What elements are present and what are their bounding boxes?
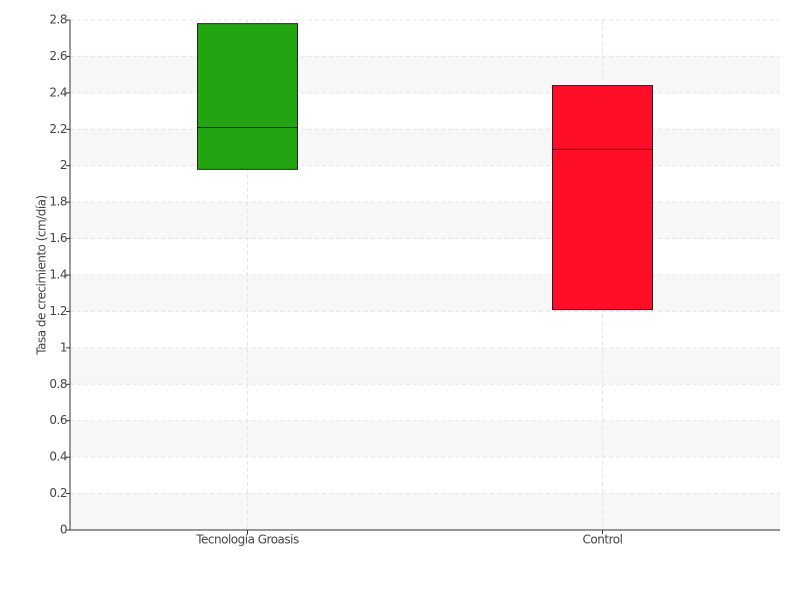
grid-band bbox=[70, 56, 780, 93]
grid-band bbox=[70, 493, 780, 530]
box bbox=[552, 85, 653, 311]
grid-band bbox=[70, 275, 780, 312]
grid-band bbox=[70, 420, 780, 458]
y-tick-label: 2.4 bbox=[49, 85, 67, 99]
y-tick-label: 0.8 bbox=[49, 377, 67, 391]
y-tick-label: 2.2 bbox=[49, 122, 67, 136]
y-tick-label: 0.6 bbox=[49, 413, 67, 427]
x-tick-label: Control bbox=[583, 533, 623, 547]
y-tick-label: 1.6 bbox=[49, 231, 67, 245]
grid-band bbox=[70, 202, 780, 239]
y-tick-label: 0.2 bbox=[49, 486, 67, 500]
x-tick-label: Tecnología Groasis bbox=[195, 533, 299, 547]
y-axis-label: Tasa de crecimiento (cm/día) bbox=[35, 195, 49, 355]
y-tick-label: 1 bbox=[60, 340, 67, 354]
grid-band bbox=[70, 129, 780, 166]
grid-band bbox=[70, 347, 780, 385]
y-tick-label: 1.2 bbox=[49, 304, 67, 318]
y-tick-label: 0 bbox=[60, 523, 67, 537]
y-tick-label: 1.4 bbox=[49, 268, 67, 282]
y-tick-label: 0.4 bbox=[49, 450, 67, 464]
y-tick-label: 2 bbox=[60, 158, 67, 172]
y-tick-label: 1.8 bbox=[49, 195, 67, 209]
y-tick-label: 2.6 bbox=[49, 49, 67, 63]
box bbox=[197, 23, 298, 170]
y-tick-label: 2.8 bbox=[49, 13, 67, 27]
